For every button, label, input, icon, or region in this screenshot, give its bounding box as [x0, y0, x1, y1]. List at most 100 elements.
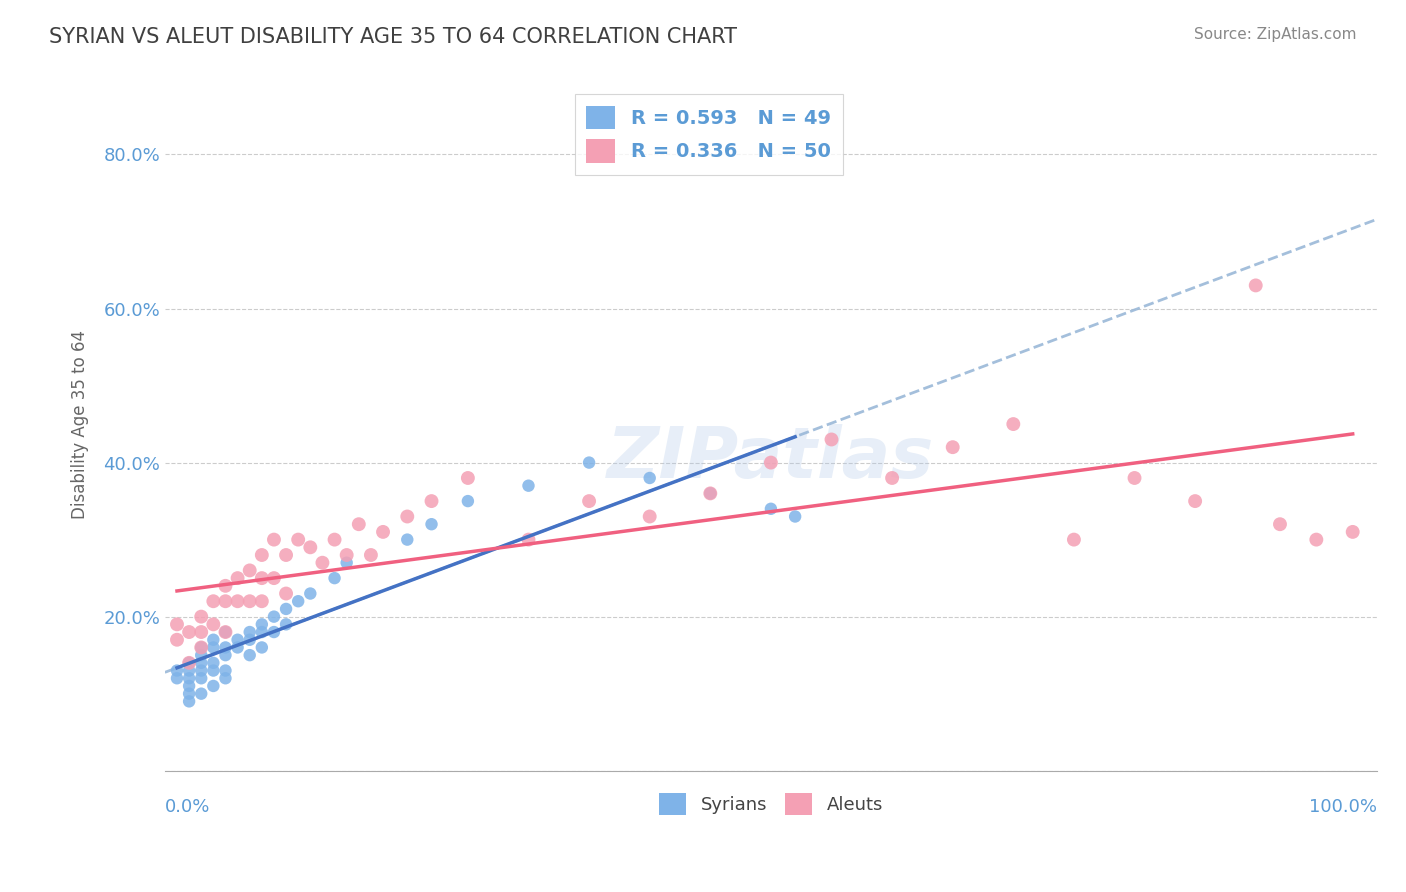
Point [166, 632, 188, 647]
Point [214, 625, 236, 640]
Point [202, 640, 225, 655]
Point [287, 533, 309, 547]
Point [239, 625, 262, 640]
Point [202, 656, 225, 670]
Point [177, 656, 200, 670]
Point [190, 640, 212, 655]
Point [263, 625, 285, 640]
Point [177, 687, 200, 701]
Point [177, 625, 200, 640]
Point [214, 579, 236, 593]
Point [457, 494, 479, 508]
Point [1341, 524, 1364, 539]
Point [785, 509, 807, 524]
Point [226, 632, 249, 647]
Point [323, 533, 346, 547]
Text: SYRIAN VS ALEUT DISABILITY AGE 35 TO 64 CORRELATION CHART: SYRIAN VS ALEUT DISABILITY AGE 35 TO 64 … [49, 27, 737, 46]
Point [1063, 533, 1085, 547]
Point [239, 632, 262, 647]
Point [214, 594, 236, 608]
Point [226, 571, 249, 585]
Text: 100.0%: 100.0% [1309, 798, 1376, 816]
Point [250, 548, 273, 562]
Point [263, 571, 285, 585]
Point [226, 640, 249, 655]
Point [166, 671, 188, 685]
Point [177, 679, 200, 693]
Point [360, 548, 382, 562]
Point [190, 656, 212, 670]
Point [371, 524, 394, 539]
Point [942, 440, 965, 454]
Point [202, 594, 225, 608]
Point [202, 617, 225, 632]
Point [759, 501, 782, 516]
Legend: Syrians, Aleuts: Syrians, Aleuts [650, 784, 891, 824]
Text: ZIPatlas: ZIPatlas [607, 425, 935, 493]
Point [166, 617, 188, 632]
Point [250, 640, 273, 655]
Point [1002, 417, 1025, 431]
Point [517, 478, 540, 492]
Point [274, 602, 297, 616]
Point [263, 533, 285, 547]
Point [336, 548, 359, 562]
Point [177, 664, 200, 678]
Point [190, 671, 212, 685]
Point [166, 664, 188, 678]
Point [214, 671, 236, 685]
Point [202, 664, 225, 678]
Point [299, 541, 322, 555]
Point [177, 671, 200, 685]
Point [274, 586, 297, 600]
Point [457, 471, 479, 485]
Point [190, 609, 212, 624]
Point [190, 687, 212, 701]
Point [274, 617, 297, 632]
Point [226, 594, 249, 608]
Point [347, 517, 370, 532]
Point [214, 648, 236, 662]
Point [396, 533, 419, 547]
Point [820, 433, 842, 447]
Point [336, 556, 359, 570]
Point [396, 509, 419, 524]
Point [699, 486, 721, 500]
Point [578, 494, 600, 508]
Point [250, 625, 273, 640]
Point [239, 594, 262, 608]
Point [190, 640, 212, 655]
Point [190, 648, 212, 662]
Point [517, 533, 540, 547]
Point [759, 456, 782, 470]
Point [250, 571, 273, 585]
Point [1184, 494, 1206, 508]
Point [1268, 517, 1291, 532]
Y-axis label: Disability Age 35 to 64: Disability Age 35 to 64 [72, 329, 89, 518]
Point [263, 609, 285, 624]
Point [239, 648, 262, 662]
Point [177, 656, 200, 670]
Point [202, 679, 225, 693]
Point [638, 509, 661, 524]
Text: Source: ZipAtlas.com: Source: ZipAtlas.com [1194, 27, 1357, 42]
Text: 0.0%: 0.0% [165, 798, 211, 816]
Point [274, 548, 297, 562]
Point [578, 456, 600, 470]
Point [239, 563, 262, 577]
Point [190, 664, 212, 678]
Point [214, 664, 236, 678]
Point [323, 571, 346, 585]
Point [699, 486, 721, 500]
Point [1123, 471, 1146, 485]
Point [250, 594, 273, 608]
Point [250, 617, 273, 632]
Point [202, 632, 225, 647]
Point [638, 471, 661, 485]
Point [420, 517, 443, 532]
Point [1305, 533, 1327, 547]
Point [214, 625, 236, 640]
Point [420, 494, 443, 508]
Point [1244, 278, 1267, 293]
Point [287, 594, 309, 608]
